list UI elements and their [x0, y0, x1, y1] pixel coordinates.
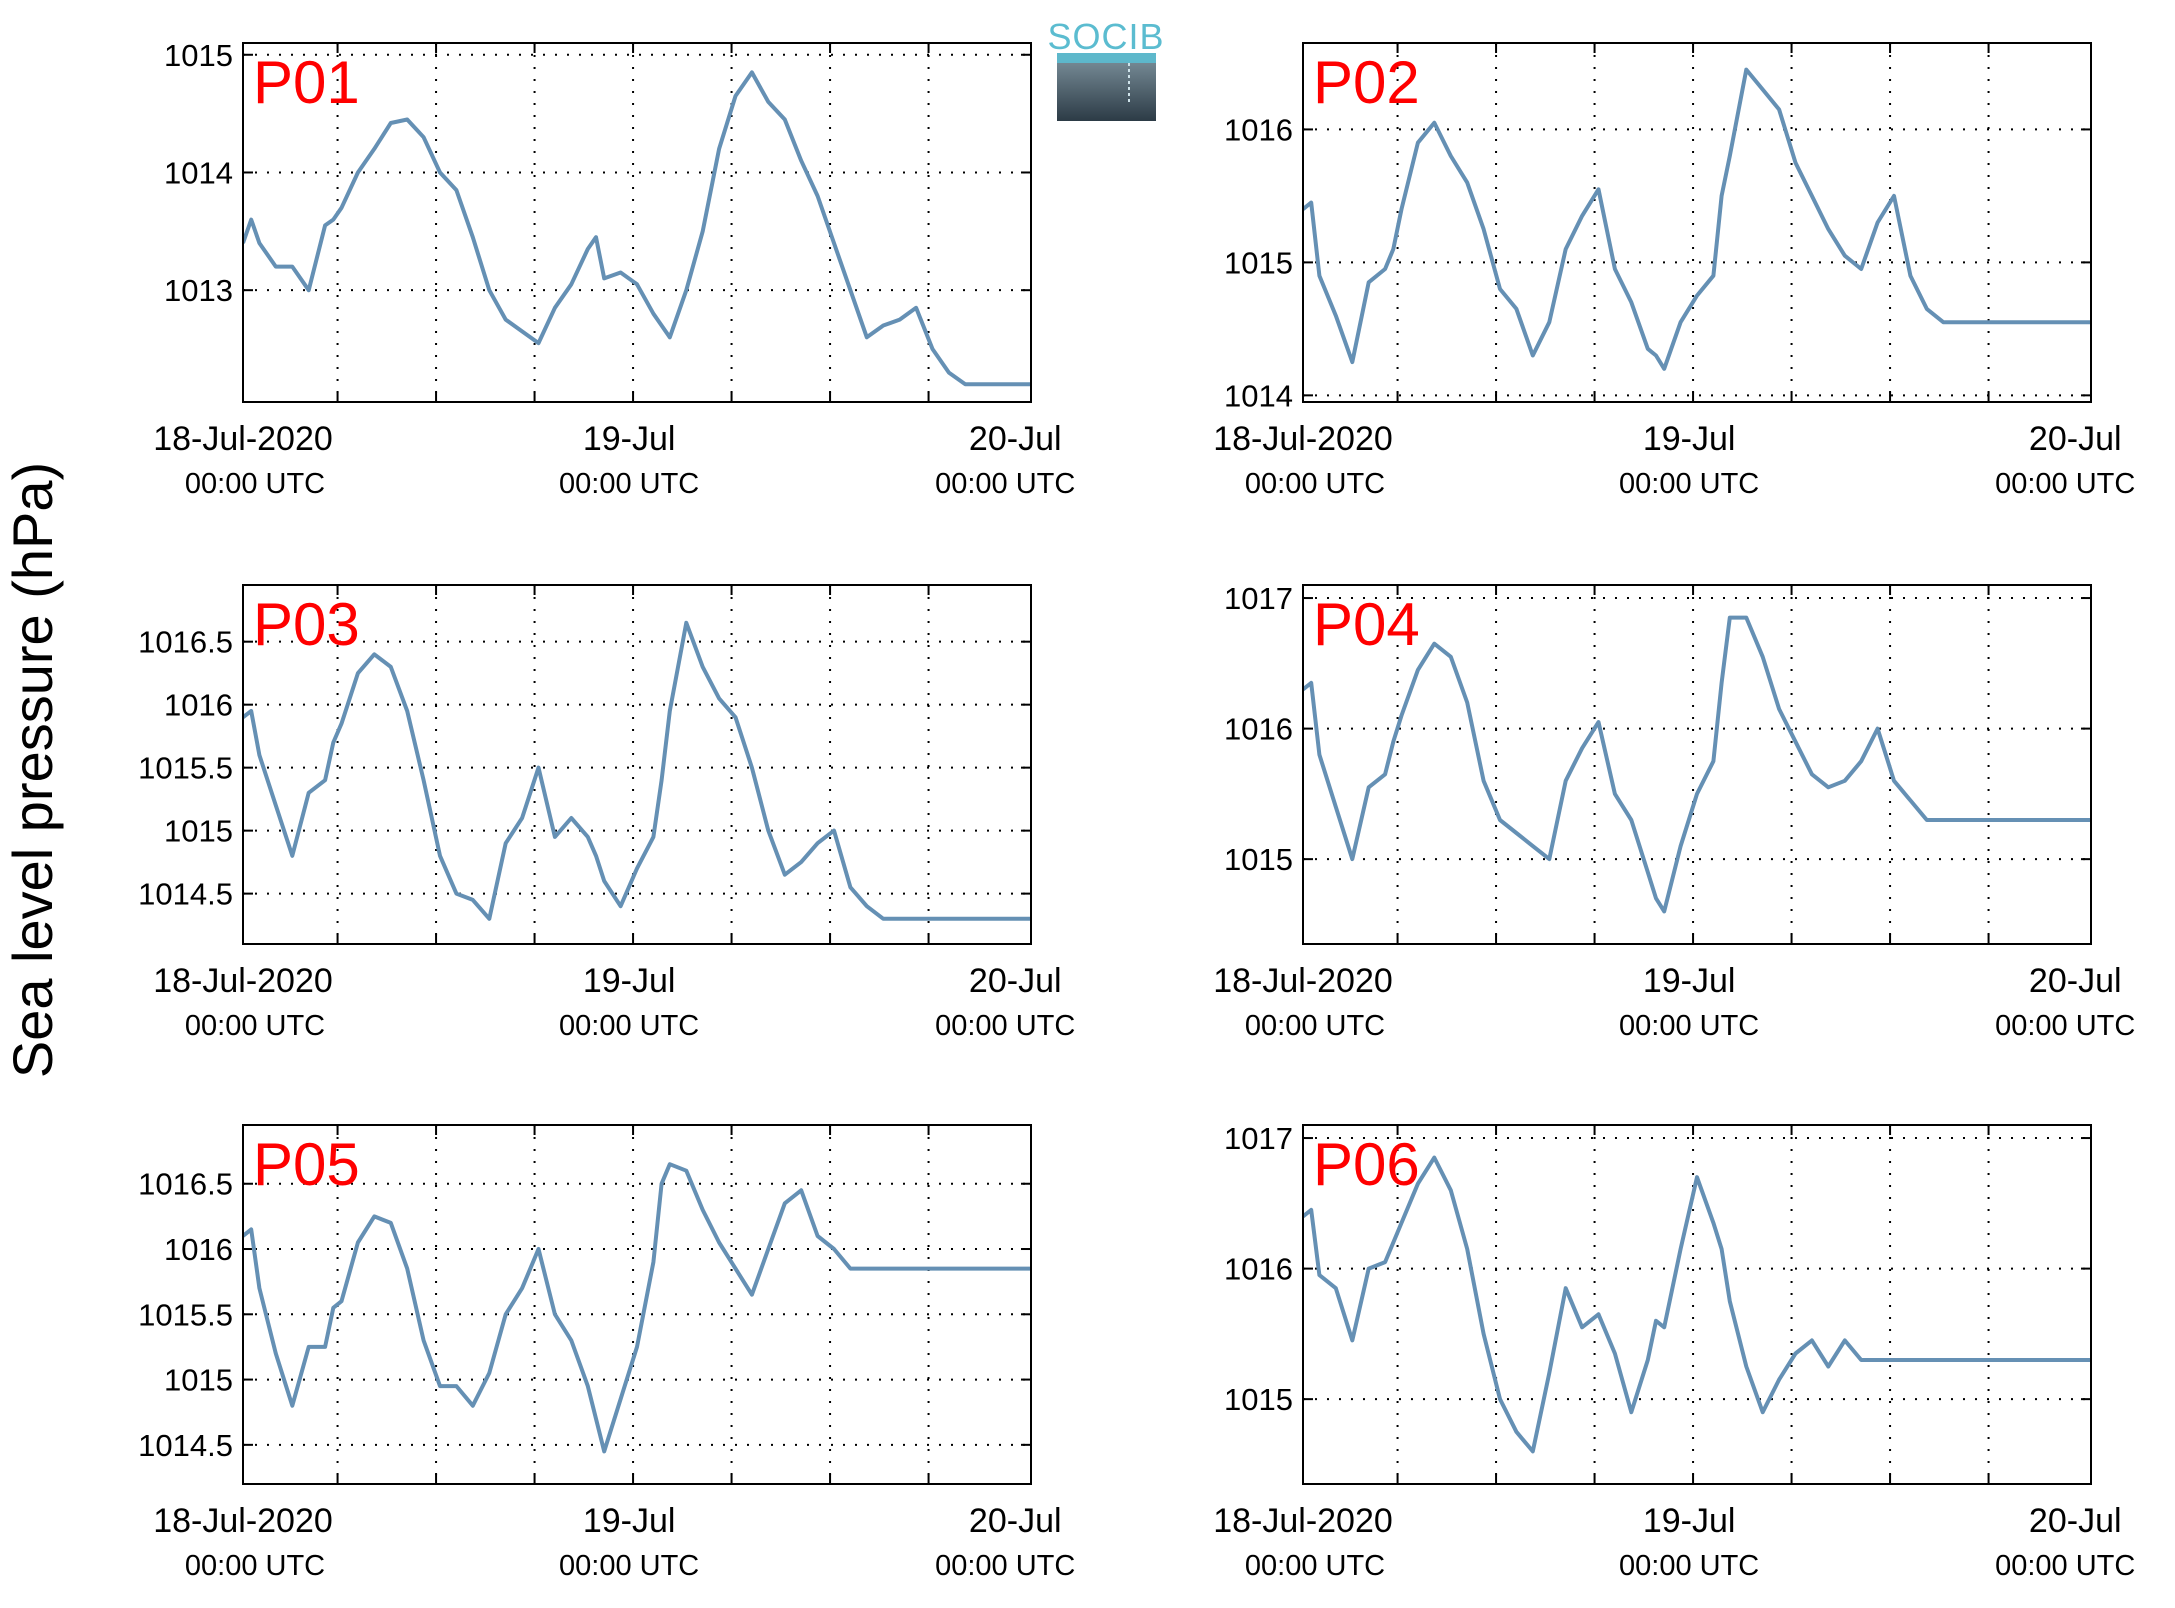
x-tick-label: 18-Jul-2020: [153, 962, 333, 1000]
x-tick-label: 19-Jul: [1643, 962, 1736, 1000]
socib-logo-text: SOCIB: [1047, 16, 1164, 57]
y-tick-label: 1016: [1224, 112, 1293, 147]
x-tick-sublabel: 00:00 UTC: [559, 1010, 699, 1042]
y-tick-label: 1015: [1224, 1382, 1293, 1417]
y-tick-label: 1016: [1224, 712, 1293, 747]
y-tick-label: 1014: [164, 155, 233, 190]
y-tick-label: 1015: [1224, 842, 1293, 877]
x-tick-label: 19-Jul: [583, 420, 676, 458]
y-tick-label: 1015.5: [138, 751, 233, 786]
panel-label: P01: [253, 49, 360, 116]
series-line-p06: [1303, 1155, 2091, 1454]
panel-p04: 1015 1016 1017 P04 18-Jul-2020 00:00 UTC 19-Ju…: [1213, 581, 2135, 1042]
x-tick-sublabel: 00:00 UTC: [1245, 1550, 1385, 1582]
y-tick-label: 1014.5: [138, 1428, 233, 1463]
y-tick-label: 1016: [1224, 1252, 1293, 1287]
series-line-p01: [243, 70, 1031, 387]
x-tick-label: 18-Jul-2020: [1213, 420, 1393, 458]
panel-label: P03: [253, 591, 360, 658]
x-tick-sublabel: 00:00 UTC: [1995, 1010, 2135, 1042]
y-tick-label: 1016: [164, 688, 233, 723]
plot-frame: [1302, 42, 2092, 403]
plot-frame: [242, 584, 1032, 945]
x-tick-sublabel: 00:00 UTC: [1619, 1010, 1759, 1042]
x-tick-sublabel: 00:00 UTC: [185, 1550, 325, 1582]
y-axis-label: Sea level pressure (hPa): [1, 462, 64, 1078]
x-tick-sublabel: 00:00 UTC: [1245, 1010, 1385, 1042]
socib-logo: SOCIB: [1047, 16, 1164, 121]
panel-p03: 1014.5 1015 1015.5 1016 1016.5 P03 18-Jul-2020…: [138, 584, 1075, 1042]
x-tick-label: 19-Jul: [1643, 1502, 1736, 1540]
x-tick-sublabel: 00:00 UTC: [559, 468, 699, 500]
series-line-p03: [243, 620, 1031, 921]
panel-label: P05: [253, 1131, 360, 1198]
socib-logo-wave: [1057, 53, 1156, 63]
socib-logo-box: [1057, 53, 1156, 121]
y-tick-label: 1017: [1224, 581, 1293, 616]
x-tick-label: 20-Jul: [2029, 420, 2122, 458]
series-line-p05: [243, 1162, 1031, 1454]
y-tick-label: 1015: [164, 1363, 233, 1398]
x-tick-sublabel: 00:00 UTC: [935, 1010, 1075, 1042]
panel-p06: 1015 1016 1017 P06 18-Jul-2020 00:00 UTC 19-Ju…: [1213, 1121, 2135, 1582]
y-tick-label: 1014.5: [138, 877, 233, 912]
plot-frame: [1302, 584, 2092, 945]
panel-label: P02: [1313, 49, 1420, 116]
panel-p05: 1014.5 1015 1015.5 1016 1016.5 P05 18-Jul-2020…: [138, 1124, 1075, 1582]
panel-p02: 1014 1015 1016 P02 18-Jul-2020 00:00 UTC 19-Ju…: [1213, 42, 2135, 500]
x-tick-label: 19-Jul: [583, 1502, 676, 1540]
x-tick-label: 20-Jul: [2029, 962, 2122, 1000]
x-tick-sublabel: 00:00 UTC: [185, 468, 325, 500]
x-tick-sublabel: 00:00 UTC: [185, 1010, 325, 1042]
x-tick-sublabel: 00:00 UTC: [935, 1550, 1075, 1582]
x-tick-label: 20-Jul: [969, 962, 1062, 1000]
y-tick-label: 1016.5: [138, 1167, 233, 1202]
x-tick-sublabel: 00:00 UTC: [1995, 468, 2135, 500]
panel-label: P04: [1313, 591, 1420, 658]
x-tick-label: 19-Jul: [583, 962, 676, 1000]
x-tick-label: 20-Jul: [969, 1502, 1062, 1540]
x-tick-sublabel: 00:00 UTC: [935, 468, 1075, 500]
x-tick-label: 18-Jul-2020: [153, 420, 333, 458]
plot-frame: [242, 42, 1032, 403]
x-tick-sublabel: 00:00 UTC: [559, 1550, 699, 1582]
x-tick-label: 18-Jul-2020: [153, 1502, 333, 1540]
y-tick-label: 1016: [164, 1232, 233, 1267]
y-tick-label: 1015: [1224, 245, 1293, 280]
x-tick-sublabel: 00:00 UTC: [1619, 468, 1759, 500]
plot-frame: [1302, 1124, 2092, 1485]
y-tick-label: 1013: [164, 273, 233, 308]
x-tick-label: 18-Jul-2020: [1213, 962, 1393, 1000]
x-tick-label: 19-Jul: [1643, 420, 1736, 458]
panel-label: P06: [1313, 1131, 1420, 1198]
y-tick-label: 1017: [1224, 1121, 1293, 1156]
series-line-p02: [1303, 67, 2091, 371]
y-tick-label: 1015: [164, 38, 233, 73]
y-tick-label: 1015.5: [138, 1297, 233, 1332]
x-tick-label: 18-Jul-2020: [1213, 1502, 1393, 1540]
x-tick-label: 20-Jul: [969, 420, 1062, 458]
y-tick-label: 1015: [164, 814, 233, 849]
series-line-p04: [1303, 615, 2091, 914]
x-tick-sublabel: 00:00 UTC: [1619, 1550, 1759, 1582]
panel-p01: 1013 1014 1015 P01 18-Jul-2020 00:00 UTC 19-Ju…: [153, 38, 1075, 500]
x-tick-sublabel: 00:00 UTC: [1995, 1550, 2135, 1582]
panels: 1013 1014 1015 P01 18-Jul-2020 00:00 UTC 19-Ju…: [138, 38, 2135, 1582]
y-tick-label: 1016.5: [138, 625, 233, 660]
plot-frame: [242, 1124, 1032, 1485]
y-tick-label: 1014: [1224, 378, 1293, 413]
x-tick-sublabel: 00:00 UTC: [1245, 468, 1385, 500]
x-tick-label: 20-Jul: [2029, 1502, 2122, 1540]
